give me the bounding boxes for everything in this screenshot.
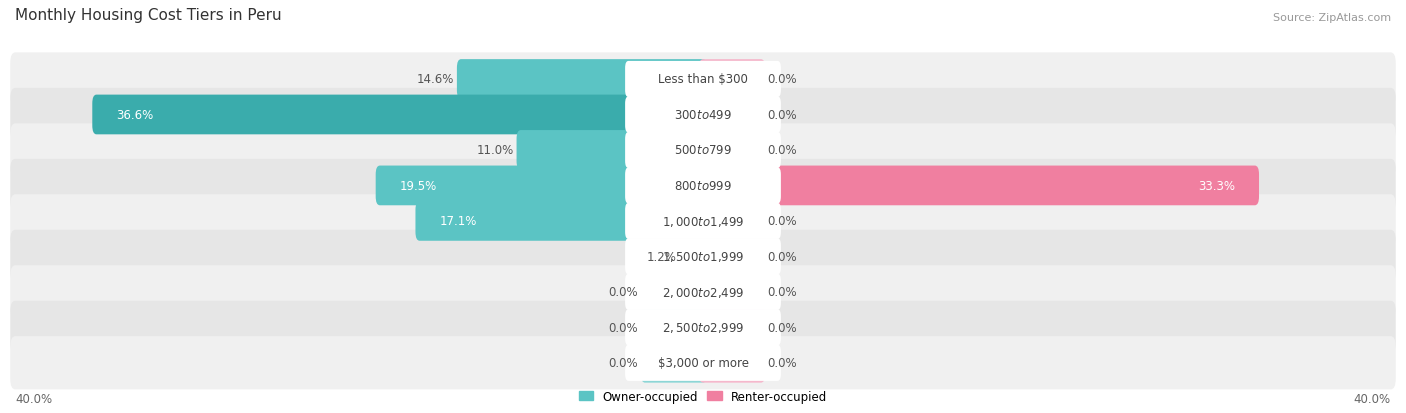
FancyBboxPatch shape bbox=[699, 60, 765, 100]
FancyBboxPatch shape bbox=[699, 272, 765, 312]
FancyBboxPatch shape bbox=[626, 133, 780, 169]
Text: Monthly Housing Cost Tiers in Peru: Monthly Housing Cost Tiers in Peru bbox=[15, 8, 281, 23]
Text: 0.0%: 0.0% bbox=[609, 286, 638, 299]
FancyBboxPatch shape bbox=[699, 131, 765, 171]
FancyBboxPatch shape bbox=[10, 336, 1396, 389]
FancyBboxPatch shape bbox=[10, 89, 1396, 142]
Text: Source: ZipAtlas.com: Source: ZipAtlas.com bbox=[1272, 13, 1391, 23]
Text: $500 to $799: $500 to $799 bbox=[673, 144, 733, 157]
Text: $1,000 to $1,499: $1,000 to $1,499 bbox=[662, 214, 744, 228]
Text: 0.0%: 0.0% bbox=[768, 321, 797, 334]
Text: 0.0%: 0.0% bbox=[609, 356, 638, 369]
Text: 40.0%: 40.0% bbox=[1354, 392, 1391, 405]
Text: $800 to $999: $800 to $999 bbox=[673, 180, 733, 192]
Text: 11.0%: 11.0% bbox=[477, 144, 515, 157]
FancyBboxPatch shape bbox=[375, 166, 707, 206]
FancyBboxPatch shape bbox=[699, 166, 1258, 206]
FancyBboxPatch shape bbox=[10, 230, 1396, 283]
Text: Less than $300: Less than $300 bbox=[658, 74, 748, 86]
FancyBboxPatch shape bbox=[641, 308, 707, 347]
FancyBboxPatch shape bbox=[699, 308, 765, 347]
FancyBboxPatch shape bbox=[10, 301, 1396, 354]
FancyBboxPatch shape bbox=[626, 309, 780, 346]
FancyBboxPatch shape bbox=[641, 343, 707, 383]
Text: 33.3%: 33.3% bbox=[1198, 180, 1234, 192]
Text: 0.0%: 0.0% bbox=[768, 356, 797, 369]
FancyBboxPatch shape bbox=[699, 95, 765, 135]
FancyBboxPatch shape bbox=[699, 343, 765, 383]
Text: 14.6%: 14.6% bbox=[418, 74, 454, 86]
Text: 0.0%: 0.0% bbox=[768, 286, 797, 299]
Text: 0.0%: 0.0% bbox=[768, 144, 797, 157]
Text: 0.0%: 0.0% bbox=[768, 109, 797, 122]
FancyBboxPatch shape bbox=[93, 95, 707, 135]
Legend: Owner-occupied, Renter-occupied: Owner-occupied, Renter-occupied bbox=[574, 385, 832, 407]
Text: 0.0%: 0.0% bbox=[768, 74, 797, 86]
Text: 36.6%: 36.6% bbox=[117, 109, 153, 122]
FancyBboxPatch shape bbox=[10, 159, 1396, 213]
FancyBboxPatch shape bbox=[626, 62, 780, 98]
FancyBboxPatch shape bbox=[10, 124, 1396, 177]
Text: $1,500 to $1,999: $1,500 to $1,999 bbox=[662, 250, 744, 264]
Text: $3,000 or more: $3,000 or more bbox=[658, 356, 748, 369]
Text: 40.0%: 40.0% bbox=[15, 392, 52, 405]
FancyBboxPatch shape bbox=[626, 274, 780, 310]
Text: $2,000 to $2,499: $2,000 to $2,499 bbox=[662, 285, 744, 299]
Text: 17.1%: 17.1% bbox=[440, 215, 477, 228]
FancyBboxPatch shape bbox=[457, 60, 707, 100]
Text: 1.2%: 1.2% bbox=[647, 250, 676, 263]
FancyBboxPatch shape bbox=[415, 202, 707, 241]
FancyBboxPatch shape bbox=[626, 345, 780, 381]
FancyBboxPatch shape bbox=[10, 266, 1396, 319]
Text: 19.5%: 19.5% bbox=[399, 180, 437, 192]
FancyBboxPatch shape bbox=[516, 131, 707, 171]
FancyBboxPatch shape bbox=[10, 195, 1396, 248]
Text: 0.0%: 0.0% bbox=[768, 215, 797, 228]
FancyBboxPatch shape bbox=[626, 168, 780, 204]
FancyBboxPatch shape bbox=[679, 237, 707, 277]
FancyBboxPatch shape bbox=[626, 239, 780, 275]
FancyBboxPatch shape bbox=[626, 97, 780, 133]
Text: $2,500 to $2,999: $2,500 to $2,999 bbox=[662, 320, 744, 335]
FancyBboxPatch shape bbox=[699, 237, 765, 277]
Text: 0.0%: 0.0% bbox=[768, 250, 797, 263]
FancyBboxPatch shape bbox=[626, 203, 780, 240]
FancyBboxPatch shape bbox=[10, 53, 1396, 106]
FancyBboxPatch shape bbox=[641, 272, 707, 312]
Text: $300 to $499: $300 to $499 bbox=[673, 109, 733, 122]
Text: 0.0%: 0.0% bbox=[609, 321, 638, 334]
FancyBboxPatch shape bbox=[699, 202, 765, 241]
